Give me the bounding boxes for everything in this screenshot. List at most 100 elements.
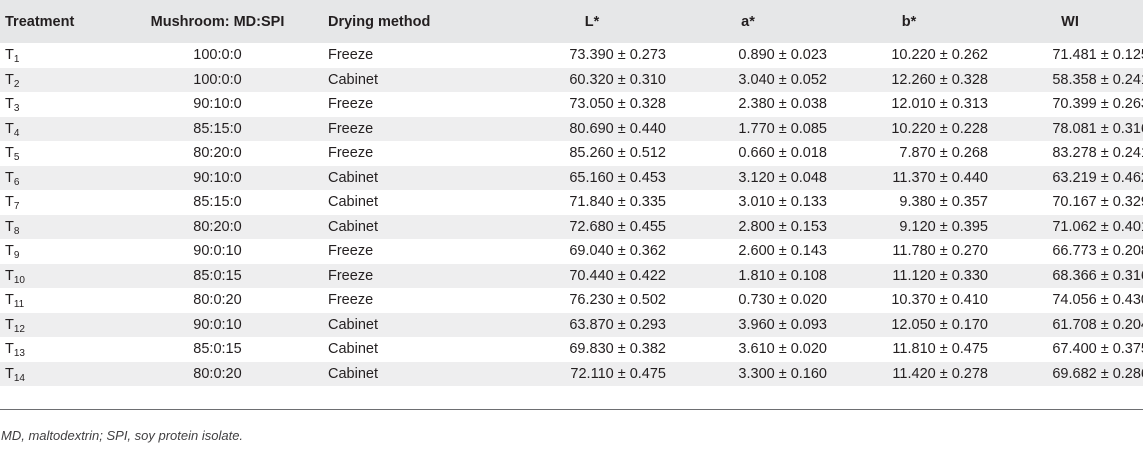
cell-ratio: 80:0:20 <box>193 365 242 382</box>
cell-b-star: 9.120 ± 0.395 <box>899 218 988 235</box>
cell-wi: 58.358 ± 0.241 <box>1052 71 1143 88</box>
treatment-label: T <box>5 316 14 333</box>
cell-ratio: 90:10:0 <box>193 169 242 186</box>
cell-treatment: T2 <box>0 68 115 93</box>
cell-l-star: 73.390 ± 0.273 <box>569 47 666 64</box>
cell-wi: 74.056 ± 0.430 <box>1052 292 1143 309</box>
treatment-label: T <box>5 341 14 358</box>
treatment-label: T <box>5 243 14 260</box>
treatment-subscript: 9 <box>13 250 20 262</box>
cell-a-star: 1.810 ± 0.108 <box>738 267 827 284</box>
cell-b-star: 11.810 ± 0.475 <box>892 341 988 358</box>
column-header-wi: WI <box>1061 13 1079 30</box>
cell-treatment: T13 <box>0 337 115 362</box>
cell-drying-method: Cabinet <box>328 316 378 333</box>
cell-wi: 71.062 ± 0.401 <box>1052 218 1143 235</box>
treatment-subscript: 13 <box>13 348 25 360</box>
table-bottom-rule <box>0 409 1143 410</box>
cell-treatment: T5 <box>0 141 115 166</box>
treatment-label: T <box>5 120 14 137</box>
cell-drying-method: Cabinet <box>328 194 378 211</box>
cell-wi: 70.399 ± 0.263 <box>1052 96 1143 113</box>
cell-drying-method: Cabinet <box>328 169 378 186</box>
cell-treatment: T1 <box>0 43 115 68</box>
cell-b-star: 11.420 ± 0.278 <box>892 365 988 382</box>
cell-a-star: 0.660 ± 0.018 <box>738 145 827 162</box>
cell-drying-method: Freeze <box>328 145 374 162</box>
treatment-label: T <box>5 267 14 284</box>
cell-b-star: 12.050 ± 0.170 <box>891 316 988 333</box>
treatment-subscript: 10 <box>13 274 25 286</box>
cell-ratio: 90:0:10 <box>193 316 242 333</box>
cell-a-star: 2.800 ± 0.153 <box>738 218 827 235</box>
cell-a-star: 3.300 ± 0.160 <box>738 365 827 382</box>
cell-wi: 78.081 ± 0.316 <box>1052 120 1143 137</box>
header-row: Treatment Mushroom: MD:SPI Drying method… <box>0 0 1143 43</box>
table-row: T2 100:0:0 Cabinet 60.320 ± 0.310 3.040 ± 0.… <box>0 67 1143 93</box>
cell-b-star: 9.380 ± 0.357 <box>899 194 988 211</box>
treatment-subscript: 2 <box>13 78 20 90</box>
treatment-subscript: 14 <box>13 372 25 384</box>
cell-b-star: 10.220 ± 0.228 <box>891 120 988 137</box>
cell-wi: 68.366 ± 0.316 <box>1052 267 1143 284</box>
treatment-subscript: 6 <box>13 176 20 188</box>
cell-ratio: 100:0:0 <box>193 47 242 64</box>
data-table-container: Treatment Mushroom: MD:SPI Drying method… <box>0 0 1143 386</box>
treatment-subscript: 7 <box>13 201 20 213</box>
cell-b-star: 11.370 ± 0.440 <box>892 169 988 186</box>
treatment-subscript: 8 <box>13 225 20 237</box>
cell-drying-method: Cabinet <box>328 71 378 88</box>
treatment-subscript: 11 <box>13 299 25 311</box>
table-row: T11 80:0:20 Freeze 76.230 ± 0.502 0.730 ± 0.… <box>0 288 1143 313</box>
table-row: T4 85:15:0 Freeze 80.690 ± 0.440 1.770 ± 0.0… <box>0 116 1143 141</box>
column-header-b-star: b* <box>901 13 917 30</box>
cell-a-star: 3.610 ± 0.020 <box>738 341 827 358</box>
treatment-label: T <box>5 96 14 113</box>
table-row: T1 100:0:0 Freeze 73.390 ± 0.273 0.890 ± 0.0… <box>0 43 1143 68</box>
cell-drying-method: Cabinet <box>328 365 378 382</box>
treatment-label: T <box>5 145 14 162</box>
cell-b-star: 12.260 ± 0.328 <box>891 71 988 88</box>
column-header-treatment: Treatment <box>5 13 75 30</box>
cell-a-star: 0.730 ± 0.020 <box>738 292 827 309</box>
treatment-label: T <box>5 365 14 382</box>
column-header-drying-method: Drying method <box>328 13 431 30</box>
cell-b-star: 7.870 ± 0.268 <box>899 145 988 162</box>
cell-a-star: 3.960 ± 0.093 <box>738 316 827 333</box>
cell-treatment: T12 <box>0 313 115 338</box>
cell-l-star: 60.320 ± 0.310 <box>569 71 666 88</box>
treatment-subscript: 4 <box>13 127 20 139</box>
table-row: T14 80:0:20 Cabinet 72.110 ± 0.475 3.300 ± 0… <box>0 361 1143 386</box>
cell-b-star: 10.220 ± 0.262 <box>891 47 988 64</box>
cell-a-star: 3.120 ± 0.048 <box>738 169 827 186</box>
cell-a-star: 0.890 ± 0.023 <box>738 47 827 64</box>
cell-wi: 67.400 ± 0.375 <box>1052 341 1143 358</box>
cell-treatment: T11 <box>0 288 115 313</box>
cell-drying-method: Freeze <box>328 96 374 113</box>
table-footnote: MD, maltodextrin; SPI, soy protein isola… <box>1 428 244 443</box>
treatment-label: T <box>5 218 14 235</box>
cell-ratio: 85:15:0 <box>193 194 242 211</box>
cell-treatment: T7 <box>0 190 115 215</box>
column-header-a-star: a* <box>741 13 755 30</box>
cell-a-star: 2.600 ± 0.143 <box>738 243 827 260</box>
cell-ratio: 80:0:20 <box>193 292 242 309</box>
cell-l-star: 71.840 ± 0.335 <box>569 194 666 211</box>
table-header: Treatment Mushroom: MD:SPI Drying method… <box>0 0 1143 43</box>
cell-drying-method: Freeze <box>328 47 374 64</box>
cell-l-star: 69.830 ± 0.382 <box>569 341 666 358</box>
cell-drying-method: Freeze <box>328 292 374 309</box>
cell-l-star: 69.040 ± 0.362 <box>569 243 666 260</box>
cell-b-star: 11.120 ± 0.330 <box>892 267 988 284</box>
cell-a-star: 1.770 ± 0.085 <box>738 120 827 137</box>
color-attributes-table: Treatment Mushroom: MD:SPI Drying method… <box>0 0 1143 386</box>
treatment-label: T <box>5 71 14 88</box>
cell-treatment: T3 <box>0 92 115 117</box>
cell-l-star: 80.690 ± 0.440 <box>569 120 666 137</box>
treatment-label: T <box>5 169 14 186</box>
table-row: T5 80:20:0 Freeze 85.260 ± 0.512 0.660 ± 0.0… <box>0 141 1143 166</box>
cell-ratio: 85:0:15 <box>193 267 242 284</box>
cell-ratio: 80:20:0 <box>193 145 242 162</box>
cell-drying-method: Freeze <box>328 120 374 137</box>
cell-l-star: 85.260 ± 0.512 <box>569 145 666 162</box>
